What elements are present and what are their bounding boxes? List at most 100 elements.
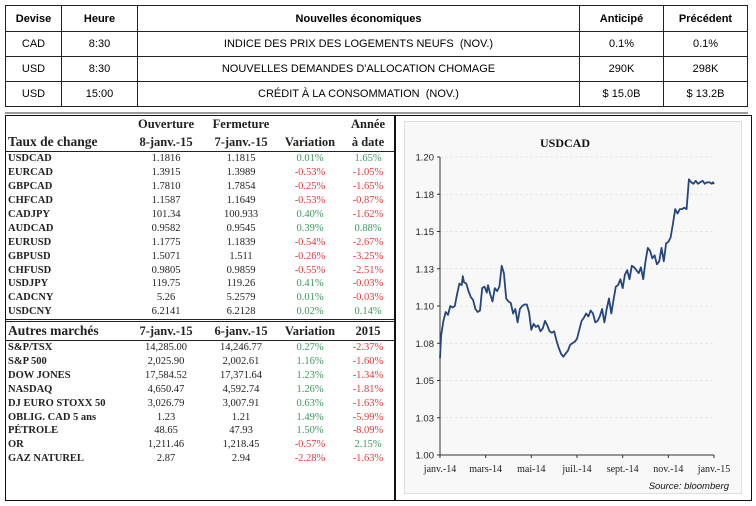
value-d2: 2.94 (231, 453, 251, 465)
usdcad-data-point (695, 180, 697, 182)
variation-value: -0.26% (294, 250, 326, 262)
usdcad-data-point (562, 356, 564, 358)
market-name: OBLIG. CAD 5 ans (8, 411, 97, 423)
usdcad-data-point (597, 320, 598, 322)
value-d2: 47.93 (229, 425, 253, 437)
market-row: OR 1,211.46 1,218.45 -0.57% 2.15% (6, 438, 394, 452)
usdcad-data-point (499, 286, 500, 287)
variation-value: 0.39% (296, 222, 324, 234)
market-row: PÉTROLE 48.65 47.93 1.50% -8.09% (6, 424, 394, 438)
pair-name: GBPUSD (8, 250, 51, 262)
market-name: NASDAQ (8, 383, 53, 395)
ytd-value: 1.65% (354, 153, 382, 165)
usdcad-data-point (452, 307, 453, 308)
usdcad-data-point (463, 281, 465, 283)
market-row: OBLIG. CAD 5 ans 1.23 1.21 1.49% -5.99% (6, 410, 394, 424)
fx-row: CADJPY 101.34 100.933 0.40% -1.62% (6, 208, 394, 222)
usdcad-data-point (674, 208, 676, 210)
usdcad-data-point (510, 302, 512, 304)
y-tick-label: 1.05 (416, 376, 435, 387)
usdcad-series-line (439, 178, 715, 359)
usdcad-data-point (594, 322, 596, 323)
usdcad-data-point (481, 287, 483, 289)
x-tick-label: mai-14 (517, 464, 545, 475)
chart-title: USDCAD (540, 136, 590, 150)
variation-value: -2.28% (294, 453, 326, 465)
usdcad-data-point (472, 299, 474, 301)
usdcad-data-point (475, 308, 476, 310)
markets-header-2015: 2015 (355, 323, 381, 338)
market-name: S&P 500 (8, 356, 47, 368)
variation-value: 1.16% (296, 356, 324, 368)
nouvelle: CRÉDIT À LA CONSOMMATION (NOV.) (137, 81, 580, 107)
usdcad-data-point (477, 311, 479, 313)
anticipe: 290K (579, 56, 664, 82)
fx-header-taux: Taux de change (8, 133, 98, 149)
precedent: 298K (663, 56, 748, 82)
usdcad-data-point (656, 263, 658, 265)
usdcad-data-point (709, 181, 710, 183)
usdcad-data-point (670, 237, 671, 238)
usdcad-data-point (581, 320, 582, 322)
usdcad-data-point (519, 308, 521, 310)
usdcad-data-point (479, 310, 481, 311)
usdcad-data-point (540, 330, 541, 332)
usdcad-data-point (514, 308, 516, 310)
close-value: 6.2128 (226, 306, 256, 318)
usdcad-data-point (592, 313, 594, 314)
open-value: 1.3915 (151, 167, 181, 179)
usdcad-data-point (672, 223, 674, 225)
usdcad-data-point (443, 320, 444, 322)
usdcad-data-point (486, 292, 488, 293)
chart-source: Source: bloomberg (649, 481, 730, 492)
usdcad-chart: USDCAD 1.00 1.03 1.05 1.08 1.10 1.13 1.15 1.18 1… (416, 136, 731, 492)
market-row: DOW JONES 17,584.52 17,371.64 1.23% -1.34% (6, 368, 394, 382)
usdcad-data-point (617, 284, 619, 286)
close-value: 1.511 (229, 250, 253, 262)
value-d2: 4,592.74 (222, 383, 260, 395)
col-nouvelles: Nouvelles économiques (137, 5, 580, 32)
pair-name: EURUSD (8, 236, 52, 248)
value-d2: 17,371.64 (220, 369, 262, 381)
value-d1: 48.65 (154, 425, 178, 437)
usdcad-data-point (683, 207, 685, 209)
ytd-value: -0.03% (352, 292, 384, 304)
y-tick-label: 1.00 (416, 451, 435, 462)
market-row: GAZ NATUREL 2.87 2.94 -2.28% -1.63% (6, 452, 394, 466)
fx-header-open-date: 8-janv.-15 (139, 134, 193, 149)
market-row: NASDAQ 4,650.47 4,592.74 1.26% -1.81% (6, 382, 394, 396)
y-tick-label: 1.03 (416, 413, 435, 424)
fx-row: CADCNY 5.26 5.2579 0.01% -0.03% (6, 291, 394, 305)
economic-news-header: Devise Heure Nouvelles économiques Antic… (5, 5, 748, 32)
usdcad-data-point (465, 283, 467, 284)
usdcad-data-point (608, 298, 610, 299)
close-value: 1.7854 (226, 181, 256, 193)
usdcad-data-point (622, 287, 624, 289)
separator-line (5, 112, 748, 114)
chart-area: USDCAD 1.00 1.03 1.05 1.08 1.10 1.13 1.15 1.18 1… (404, 121, 742, 494)
fx-row: EURUSD 1.1775 1.1839 -0.54% -2.67% (6, 235, 394, 249)
fx-header-blank2 (278, 116, 342, 132)
usdcad-data-point (626, 269, 628, 271)
x-tick-label: janv.-15 (697, 464, 730, 475)
usdcad-data-point (521, 305, 523, 307)
usdcad-data-point (601, 308, 603, 310)
fx-row: AUDCAD 0.9582 0.9545 0.39% 0.88% (6, 221, 394, 235)
variation-value: 1.50% (296, 425, 324, 437)
heure: 15:00 (61, 81, 138, 107)
usdcad-data-point (565, 353, 566, 355)
y-tick-label: 1.10 (416, 302, 435, 313)
open-value: 1.1775 (151, 236, 181, 248)
open-value: 119.75 (151, 278, 181, 290)
market-row: S&P 500 2,025.90 2,002.61 1.16% -1.60% (6, 355, 394, 369)
fx-header-ytd: à date (351, 134, 385, 149)
usdcad-data-point (620, 278, 621, 280)
value-d1: 17,584.52 (145, 369, 187, 381)
fx-header-close-date: 7-janv.-15 (214, 134, 268, 149)
value-d1: 14,285.00 (145, 342, 187, 354)
ytd-value: -0.87% (352, 195, 384, 207)
value-d2: 1,218.45 (222, 439, 260, 451)
usdcad-data-point (649, 250, 651, 252)
usdcad-data-point (494, 287, 496, 289)
variation-value: 1.26% (296, 383, 324, 395)
